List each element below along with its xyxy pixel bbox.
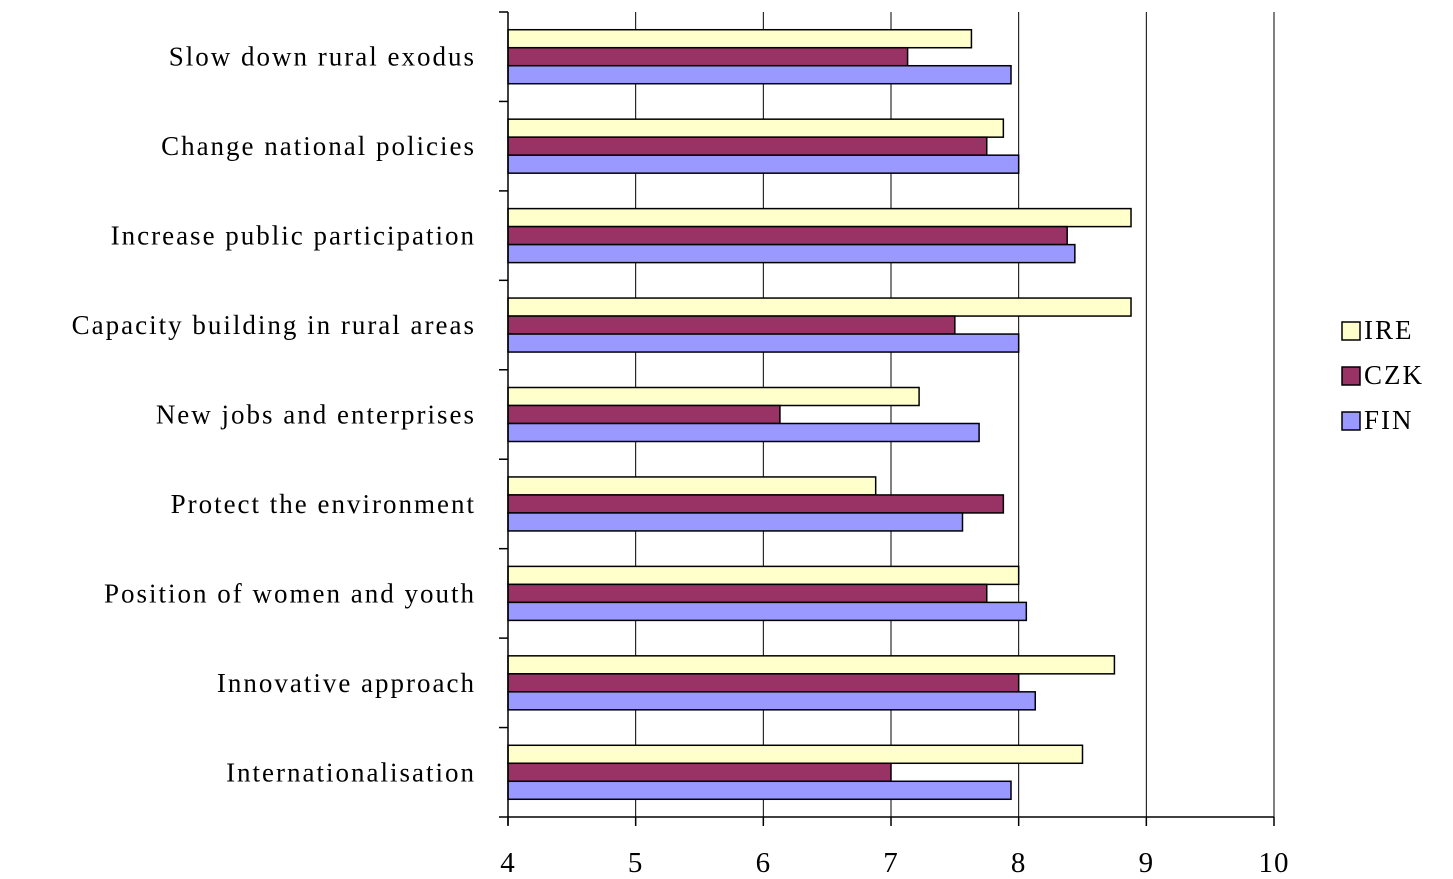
bar-czk <box>507 315 956 335</box>
category-label: New jobs and enterprises <box>156 400 476 430</box>
axes <box>499 11 1275 826</box>
category-label: Slow down rural exodus <box>169 42 476 72</box>
bar-fin <box>507 422 980 443</box>
bar-ire <box>507 565 1020 586</box>
bar-ire <box>507 297 1132 317</box>
bar-ire <box>507 118 1005 138</box>
legend-label-czk: CZK <box>1364 360 1424 390</box>
x-tick-label: 4 <box>500 847 516 879</box>
bar-czk <box>507 225 1068 246</box>
bar-ire <box>507 207 1132 228</box>
category-labels: Slow down rural exodus Change national po… <box>72 42 476 788</box>
bar-czk <box>507 136 988 156</box>
bar-ire <box>507 744 1084 765</box>
bar-fin <box>507 512 964 532</box>
bar-fin <box>507 691 1037 711</box>
bar-czk <box>507 46 909 67</box>
x-tick-label: 8 <box>1011 847 1027 879</box>
bar-czk <box>507 583 988 604</box>
category-label: Capacity building in rural areas <box>72 310 476 340</box>
bar-ire <box>507 655 1116 675</box>
bar-fin <box>507 333 1020 353</box>
bar-fin <box>507 64 1012 85</box>
bar-fin <box>507 780 1012 801</box>
bar-fin <box>507 601 1028 622</box>
legend-swatch-fin <box>1341 411 1361 431</box>
bar-czk <box>507 494 1005 514</box>
legend: IRE CZK FIN <box>1341 315 1424 435</box>
bar-fin <box>507 243 1076 264</box>
bar-ire <box>507 476 877 496</box>
bar-fin <box>507 154 1020 174</box>
x-tick-label: 6 <box>756 847 772 879</box>
x-tick-label: 9 <box>1139 847 1155 879</box>
bar-czk <box>507 673 1020 693</box>
bar-ire <box>507 386 920 407</box>
bars <box>507 28 1132 801</box>
x-tick-label: 5 <box>628 847 644 879</box>
x-tick-labels: 4 5 6 7 8 9 10 <box>500 847 1290 879</box>
legend-swatch-ire <box>1341 321 1361 341</box>
legend-swatch-czk <box>1341 366 1361 386</box>
bar-czk <box>507 404 781 425</box>
bar-ire <box>507 28 973 49</box>
legend-label-ire: IRE <box>1364 315 1414 345</box>
category-label: Increase public participation <box>111 221 476 251</box>
category-label: Internationalisation <box>226 757 476 787</box>
category-label: Protect the environment <box>171 489 476 519</box>
category-label: Change national policies <box>161 131 476 161</box>
x-tick-label: 10 <box>1259 847 1290 879</box>
category-label: Innovative approach <box>217 668 476 698</box>
legend-label-fin: FIN <box>1364 405 1414 435</box>
x-tick-label: 7 <box>883 847 899 879</box>
category-label: Position of women and youth <box>104 578 476 608</box>
bar-czk <box>507 762 892 783</box>
